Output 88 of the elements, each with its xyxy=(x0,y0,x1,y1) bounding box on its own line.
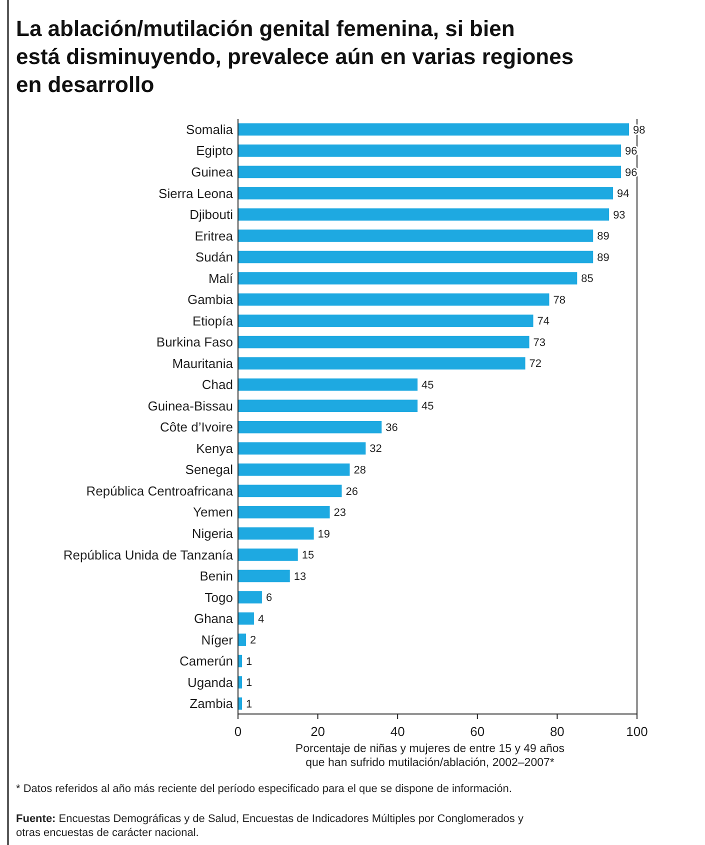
x-tick-label: 0 xyxy=(234,724,242,739)
y-tick-label: Malí xyxy=(208,270,234,286)
bar xyxy=(238,293,550,306)
y-tick-label: Zambia xyxy=(190,696,234,712)
text: * Datos referidos al año más reciente del período especificado para el que se dispone de información. xyxy=(16,783,512,795)
data-label: 19 xyxy=(318,528,330,540)
y-tick-label: Yemen xyxy=(193,504,233,520)
data-label: 89 xyxy=(597,252,610,264)
data-label: 45 xyxy=(422,400,434,413)
bar xyxy=(238,230,594,242)
y-tick-label: Gambia xyxy=(187,292,234,308)
y-tick-label: Eritrea xyxy=(194,228,234,244)
bar xyxy=(238,527,314,540)
y-tick-label: Chad xyxy=(202,377,233,392)
bar xyxy=(238,378,418,391)
bar xyxy=(238,166,622,178)
data-label: 74 xyxy=(537,316,550,328)
bar xyxy=(238,123,630,136)
data-label: 4 xyxy=(258,613,264,626)
x-tick-label: 40 xyxy=(390,724,405,739)
data-label: 73 xyxy=(533,336,546,349)
data-label: 78 xyxy=(553,294,566,306)
bar xyxy=(238,250,594,264)
y-tick-label: Guinea xyxy=(191,164,234,180)
bar xyxy=(238,314,534,327)
x-axis-title: Porcentaje de niñas y mujeres de entre 15 y 49 años que han sufrido mutilación/ablación, 2002–2007* xyxy=(295,743,565,769)
bar xyxy=(238,612,254,625)
bar xyxy=(238,336,530,348)
data-label: 6 xyxy=(266,592,272,604)
bar xyxy=(238,506,330,518)
data-label: 93 xyxy=(613,209,626,222)
data-label: 94 xyxy=(617,188,630,200)
data-label: 28 xyxy=(354,464,366,477)
bar xyxy=(238,187,614,200)
bar xyxy=(238,484,342,498)
bar xyxy=(238,420,382,434)
bar xyxy=(238,442,366,455)
y-tick-label: Burkina Faso xyxy=(156,334,233,350)
data-label: 2 xyxy=(250,634,256,647)
y-tick-label: Etiopía xyxy=(192,313,234,328)
bar xyxy=(238,548,298,561)
data-label: 45 xyxy=(422,379,434,392)
data-label: 26 xyxy=(346,486,358,498)
y-tick-label: Sierra Leona xyxy=(158,186,234,201)
bar xyxy=(238,634,246,646)
y-tick-label: Egipto xyxy=(196,143,233,158)
y-tick-label: República Centroafricana xyxy=(86,483,234,498)
bar xyxy=(238,570,290,582)
y-tick-label: Djibouti xyxy=(190,207,234,222)
x-tick-label: 20 xyxy=(310,724,326,739)
y-tick-label: Guinea-Bissau xyxy=(148,398,233,414)
x-tick-label: 80 xyxy=(550,724,564,739)
y-tick-label: Ghana xyxy=(194,611,234,626)
bar xyxy=(238,357,526,370)
bar xyxy=(238,144,622,157)
data-label: 1 xyxy=(246,677,252,690)
y-tick-label: Níger xyxy=(201,632,234,648)
y-tick-label: Sudán xyxy=(195,250,233,265)
bar xyxy=(238,463,350,476)
data-label: 85 xyxy=(581,273,594,286)
bar xyxy=(238,208,610,221)
y-tick-label: Côte d’Ivoire xyxy=(160,420,233,435)
data-label: 89 xyxy=(597,230,610,243)
data-label: 36 xyxy=(386,422,398,434)
data-label: 72 xyxy=(529,358,542,370)
x-tick-label: 100 xyxy=(626,724,648,739)
bar xyxy=(238,400,418,412)
y-tick-label: Uganda xyxy=(187,674,234,690)
y-tick-label: Camerún xyxy=(180,654,233,669)
y-tick-label: Togo xyxy=(204,590,233,605)
data-label: 23 xyxy=(334,507,346,520)
y-tick-label: Mauritania xyxy=(172,356,234,371)
data-label: 15 xyxy=(302,550,314,562)
data-label: 1 xyxy=(246,698,252,710)
y-tick-label: Senegal xyxy=(185,462,234,478)
source-note: Fuente: Encuestas Demográficas y de Salud, Encuestas de Indicadores Múltiples por Conglomerados y otras encuestas de carácter nacional. xyxy=(16,813,524,839)
chart-title: La ablación/mutilación genital femenina, si bien está disminuyendo, prevalece aún en varias regiones en desarrollo xyxy=(16,16,574,97)
data-label: 32 xyxy=(370,443,382,456)
x-tick-label: 60 xyxy=(470,724,485,739)
y-tick-label: Somalia xyxy=(186,122,234,137)
y-tick-label: Nigeria xyxy=(192,526,234,542)
data-label: 1 xyxy=(246,656,252,668)
bar xyxy=(238,272,578,284)
y-tick-label: Kenya xyxy=(196,440,234,456)
y-tick-label: Benin xyxy=(200,568,233,584)
bar xyxy=(238,591,262,604)
data-label: 13 xyxy=(294,570,306,583)
y-tick-label: República Unida de Tanzanía xyxy=(63,547,234,562)
